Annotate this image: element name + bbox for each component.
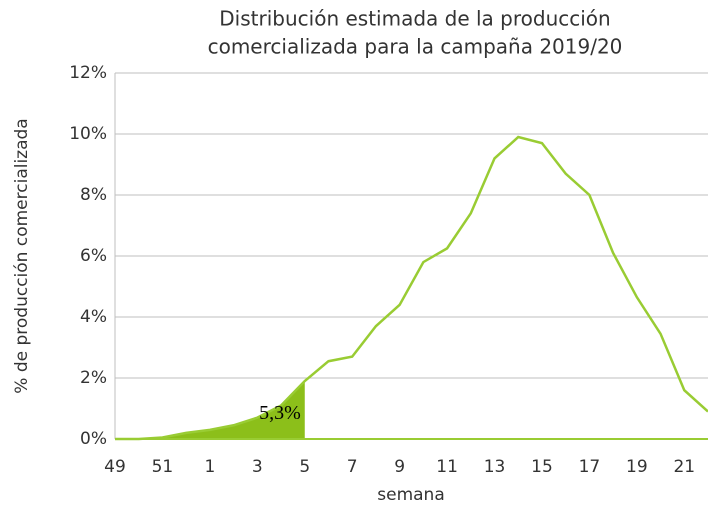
y-axis-label: % de producción comercializada [12, 118, 32, 393]
x-tick-label: 51 [152, 457, 174, 477]
x-tick-label: 19 [626, 457, 648, 477]
y-tick-label: 12% [69, 63, 107, 83]
y-tick-label: 6% [80, 246, 107, 266]
chart-title: Distribución estimada de la producción [219, 7, 610, 31]
y-tick-label: 2% [80, 368, 107, 388]
annotation: 5,3% [259, 402, 301, 424]
x-axis-label: semana [377, 485, 445, 505]
y-tick-label: 10% [69, 124, 107, 144]
x-tick-label: 9 [394, 457, 405, 477]
line [115, 135, 708, 441]
x-tick-label: 11 [436, 457, 458, 477]
y-tick-label: 4% [80, 307, 107, 327]
x-tick-label: 15 [531, 457, 553, 477]
x-tick-label: 49 [104, 457, 126, 477]
chart-title: comercializada para la campaña 2019/20 [208, 35, 623, 59]
y-tick-label: 0% [80, 429, 107, 449]
shaded-area [115, 381, 305, 439]
x-tick-label: 3 [252, 457, 263, 477]
x-tick-label: 21 [673, 457, 695, 477]
x-tick-label: 13 [484, 457, 506, 477]
x-tick-label: 7 [347, 457, 358, 477]
x-tick-label: 5 [299, 457, 310, 477]
x-tick-label: 17 [579, 457, 601, 477]
y-tick-label: 8% [80, 185, 107, 205]
x-tick-label: 1 [204, 457, 215, 477]
